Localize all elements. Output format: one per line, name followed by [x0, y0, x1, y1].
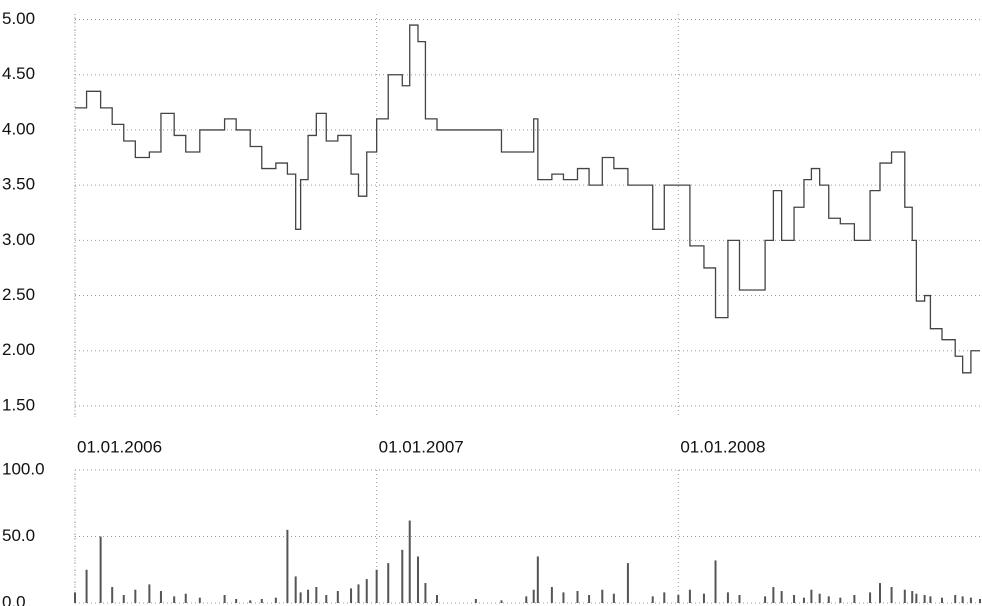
volume-bar [74, 592, 76, 603]
y-tick-label: 100.0 [2, 459, 45, 478]
volume-bar [173, 596, 176, 603]
volume-bar [651, 596, 654, 603]
volume-bar [793, 595, 796, 603]
volume-bar [626, 563, 629, 603]
volume-bar [111, 587, 114, 603]
volume-bar [827, 596, 830, 603]
volume-bar [536, 556, 539, 603]
volume-bar [532, 589, 535, 603]
volume-bar [818, 593, 821, 603]
volume-bar [903, 589, 906, 603]
x-tick-label: 01.01.2006 [77, 437, 162, 456]
volume-bar [336, 591, 339, 603]
volume-bar [286, 529, 289, 603]
volume-bar [350, 588, 353, 603]
x-tick-label: 01.01.2008 [680, 437, 765, 456]
volume-bar [702, 593, 705, 603]
volume-bar [315, 587, 318, 603]
volume-bar [802, 597, 805, 603]
volume-bar [299, 592, 302, 603]
y-tick-label: 1.50 [2, 395, 35, 414]
volume-bar [588, 595, 591, 603]
volume-bar [550, 587, 553, 603]
y-tick-label: 0.0 [2, 592, 26, 606]
volume-bar [562, 592, 565, 603]
volume-bar [764, 596, 767, 603]
volume-bar [940, 597, 943, 603]
volume-bar [810, 589, 813, 603]
volume-bar [961, 596, 964, 603]
volume-bar [85, 569, 88, 603]
volume-bar [612, 593, 615, 603]
volume-bar [408, 520, 411, 603]
volume-bar [979, 599, 981, 603]
volume-bar [772, 587, 775, 603]
volume-bar [294, 576, 297, 603]
volume-bar [357, 584, 360, 603]
volume-bar [663, 592, 666, 603]
volume-bar [890, 587, 893, 603]
volume-bar [738, 595, 741, 603]
price-line [75, 24, 980, 374]
volume-bar [134, 589, 137, 603]
volume-bar [260, 599, 263, 603]
volume-bar [474, 599, 477, 603]
volume-bar [365, 579, 368, 603]
y-tick-label: 2.00 [2, 340, 35, 359]
y-tick-label: 5.00 [2, 9, 35, 28]
volume-bar [853, 595, 856, 603]
volume-bar [929, 596, 932, 603]
volume-bar [911, 591, 914, 603]
y-tick-label: 4.00 [2, 119, 35, 138]
volume-bar [198, 597, 201, 603]
volume-bar [122, 595, 125, 603]
volume-bar [576, 591, 579, 603]
volume-bar [401, 549, 404, 603]
volume-bar [375, 569, 378, 603]
volume-bar [677, 595, 680, 603]
volume-bar [416, 556, 419, 603]
y-tick-label: 50.0 [2, 526, 35, 545]
volume-bar [223, 595, 226, 603]
volume-bar [148, 584, 151, 603]
volume-bar [525, 596, 528, 603]
volume-bar [159, 591, 162, 603]
y-tick-label: 3.00 [2, 230, 35, 249]
volume-bar [235, 599, 238, 603]
y-tick-label: 2.50 [2, 285, 35, 304]
volume-bar [714, 560, 717, 603]
volume-bar [500, 600, 503, 603]
volume-bar [184, 593, 187, 603]
volume-bar [869, 592, 872, 603]
volume-bar [969, 597, 972, 603]
volume-bar [601, 589, 604, 603]
volume-bar [99, 536, 102, 603]
volume-bar [387, 563, 390, 603]
volume-bar [878, 583, 881, 603]
volume-bar [954, 595, 957, 603]
volume-bar [249, 600, 252, 603]
y-tick-label: 4.50 [2, 64, 35, 83]
volume-bar [274, 597, 277, 603]
x-tick-label: 01.01.2007 [379, 437, 464, 456]
volume-bar [436, 595, 438, 603]
y-tick-label: 3.50 [2, 175, 35, 194]
volume-bar [325, 595, 328, 603]
volume-bar [923, 595, 926, 603]
volume-bar [424, 583, 427, 603]
volume-bar [307, 589, 310, 603]
volume-bar [915, 593, 918, 603]
volume-bar [839, 597, 842, 603]
volume-bar [726, 592, 729, 603]
volume-bar [688, 589, 691, 603]
volume-bar [780, 591, 783, 603]
